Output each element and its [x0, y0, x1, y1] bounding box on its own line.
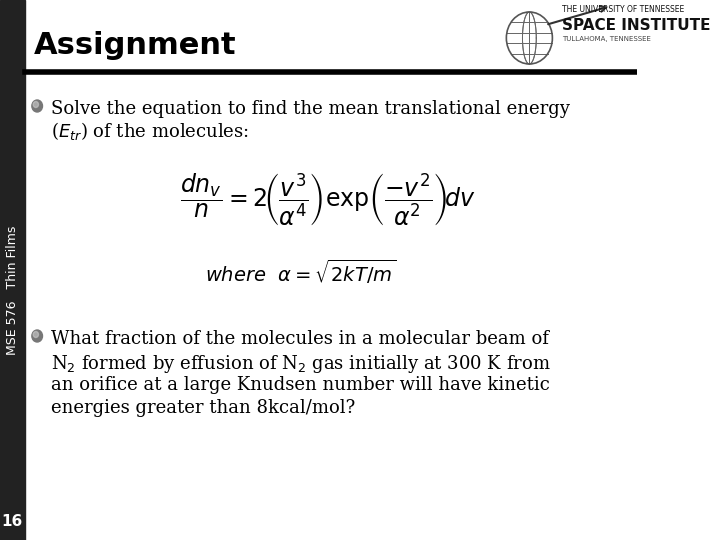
- Text: MSE 576   Thin Films: MSE 576 Thin Films: [6, 225, 19, 355]
- Text: $\dfrac{dn_v}{n} = 2\!\left(\dfrac{v^3}{\alpha^4}\right)\exp\!\left(\dfrac{-v^2}: $\dfrac{dn_v}{n} = 2\!\left(\dfrac{v^3}{…: [179, 172, 475, 228]
- Bar: [0, 0, 24, 540]
- Text: 16: 16: [1, 515, 23, 530]
- Circle shape: [32, 330, 42, 342]
- Text: What fraction of the molecules in a molecular beam of: What fraction of the molecules in a mole…: [51, 330, 549, 348]
- Text: TULLAHOMA, TENNESSEE: TULLAHOMA, TENNESSEE: [562, 36, 651, 42]
- Text: energies greater than 8kcal/mol?: energies greater than 8kcal/mol?: [51, 399, 356, 417]
- Circle shape: [33, 102, 38, 107]
- Text: SPACE INSTITUTE: SPACE INSTITUTE: [562, 17, 711, 32]
- Text: N$_2$ formed by effusion of N$_2$ gas initially at 300 K from: N$_2$ formed by effusion of N$_2$ gas in…: [51, 353, 551, 375]
- Text: an orifice at a large Knudsen number will have kinetic: an orifice at a large Knudsen number wil…: [51, 376, 550, 394]
- Text: $\mathit{where}\ \ \alpha = \sqrt{2kT/m}$: $\mathit{where}\ \ \alpha = \sqrt{2kT/m}…: [205, 258, 397, 286]
- Text: ($E_{tr}$) of the molecules:: ($E_{tr}$) of the molecules:: [51, 120, 249, 142]
- Circle shape: [32, 100, 42, 112]
- Text: Assignment: Assignment: [34, 31, 236, 60]
- Text: Solve the equation to find the mean translational energy: Solve the equation to find the mean tran…: [51, 100, 570, 118]
- Text: THE UNIVERSITY OF TENNESSEE: THE UNIVERSITY OF TENNESSEE: [562, 5, 685, 15]
- Circle shape: [33, 332, 38, 338]
